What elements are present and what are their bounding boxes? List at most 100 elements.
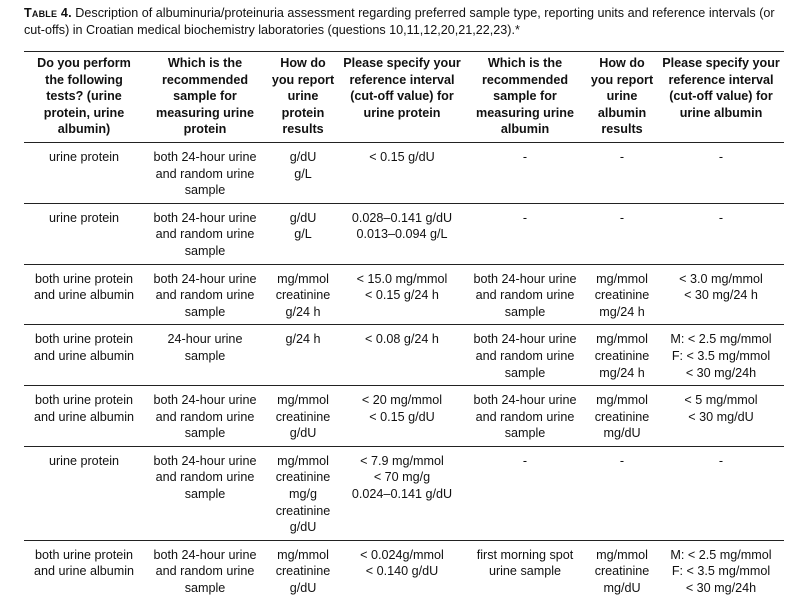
cell-text: and random urine xyxy=(475,348,575,363)
table-cell: 24-hour urine sample xyxy=(144,325,266,386)
table-header: Do you perform the following tests? (uri… xyxy=(24,51,784,143)
table-label: Table 4. xyxy=(24,6,72,20)
cell-text: g/dU xyxy=(289,581,317,596)
cell-text: - xyxy=(522,149,528,164)
cell-text: both 24-hour urine xyxy=(153,210,257,225)
table-cell: both 24-hour urine and random urine sample xyxy=(144,264,266,325)
cell-text: - xyxy=(619,149,625,164)
data-table: Do you perform the following tests? (uri… xyxy=(24,51,784,601)
cell-text: < 3.0 mg/mmol xyxy=(679,271,763,286)
cell-text: 24-hour urine xyxy=(167,332,243,347)
table-cell: both 24-hour urine and random urine sample xyxy=(144,446,266,540)
cell-text: < 20 mg/mmol xyxy=(361,393,443,408)
cell-text: both urine protein xyxy=(34,332,134,347)
table-cell: both 24-hour urine and random urine sample xyxy=(464,264,586,325)
table-cell: urine protein xyxy=(24,142,144,203)
table-cell: < 3.0 mg/mmol < 30 mg/24 h xyxy=(658,264,784,325)
cell-text: and random urine xyxy=(475,288,575,303)
table-cell: < 15.0 mg/mmol < 0.15 g/24 h xyxy=(340,264,464,325)
cell-text: - xyxy=(522,210,528,225)
cell-text: mg/mmol xyxy=(277,547,329,562)
cell-text: creatinine xyxy=(594,564,650,579)
cell-text: both urine protein xyxy=(34,271,134,286)
cell-text: and random urine xyxy=(475,409,575,424)
cell-text: and random urine xyxy=(155,288,255,303)
cell-text: < 30 mg/24 h xyxy=(684,288,758,303)
table-cell: mg/mmol creatinine mg/24 h xyxy=(586,264,658,325)
cell-text: both 24-hour urine xyxy=(473,393,577,408)
column-header: How do you report urine albumin results xyxy=(590,56,654,137)
cell-text: sample xyxy=(184,243,226,258)
cell-text: creatinine xyxy=(275,409,331,424)
cell-text: and random urine xyxy=(155,227,255,242)
cell-text: < 7.9 mg/mmol xyxy=(360,453,444,468)
cell-text: mg/mmol xyxy=(596,332,648,347)
cell-text: < 30 mg/24h xyxy=(685,581,757,596)
column-header: Do you perform the following tests? (uri… xyxy=(37,56,131,137)
cell-text: 0.013–0.094 g/L xyxy=(356,227,448,242)
table-row: both urine protein and urine albumin both … xyxy=(24,264,784,325)
cell-text: and random urine xyxy=(155,564,255,579)
table-cell: < 7.9 mg/mmol < 70 mg/g 0.024–0.141 g/dU xyxy=(340,446,464,540)
table-cell: g/dU g/L xyxy=(266,142,340,203)
cell-text: sample xyxy=(184,487,226,502)
cell-text: both 24-hour urine xyxy=(153,547,257,562)
table-caption: Table 4. Description of albuminuria/prot… xyxy=(24,5,784,39)
cell-text: - xyxy=(718,453,724,468)
cell-text: sample xyxy=(184,426,226,441)
cell-text: < 0.140 g/dU xyxy=(365,564,439,579)
cell-text: urine protein xyxy=(48,149,119,164)
cell-text: mg/mmol xyxy=(596,547,648,562)
table-cell: both urine protein and urine albumin xyxy=(24,264,144,325)
cell-text: M: < 2.5 mg/mmol xyxy=(670,332,772,347)
table-cell: < 0.024g/mmol < 0.140 g/dU xyxy=(340,540,464,600)
table-cell: g/24 h xyxy=(266,325,340,386)
cell-text: g/L xyxy=(294,227,312,242)
table-row: urine protein both 24-hour urine and rando… xyxy=(24,446,784,541)
table-cell: - xyxy=(586,203,658,264)
cell-text: sample xyxy=(504,304,546,319)
cell-text: and urine albumin xyxy=(33,348,135,363)
table-cell: 0.028–0.141 g/dU 0.013–0.094 g/L xyxy=(340,203,464,264)
cell-text: and urine albumin xyxy=(33,409,135,424)
cell-text: - xyxy=(522,453,528,468)
table-cell: mg/mmol creatinine mg/24 h xyxy=(586,325,658,386)
cell-text: mg/mmol xyxy=(596,271,648,286)
table-cell: < 5 mg/mmol < 30 mg/dU xyxy=(658,386,784,447)
cell-text: g/dU xyxy=(289,426,317,441)
table-row: urine protein both 24-hour urine and rando… xyxy=(24,142,784,204)
table-container: Do you perform the following tests? (uri… xyxy=(24,51,784,601)
cell-text: < 30 mg/dU xyxy=(688,409,754,424)
cell-text: - xyxy=(619,210,625,225)
cell-text: F: < 3.5 mg/mmol xyxy=(671,564,771,579)
cell-text: both 24-hour urine xyxy=(153,149,257,164)
table-cell: mg/mmol creatinine g/dU xyxy=(266,386,340,447)
table-cell: mg/mmol creatinine mg/dU xyxy=(586,540,658,600)
table-cell: both urine protein and urine albumin xyxy=(24,325,144,386)
table-cell: - xyxy=(464,446,586,540)
cell-text: creatinine xyxy=(275,470,331,485)
table-cell: - xyxy=(586,142,658,203)
table-cell: M: < 2.5 mg/mmol F: < 3.5 mg/mmol < 30 mg/… xyxy=(658,540,784,600)
cell-text: mg/dU xyxy=(603,426,641,441)
cell-text: and urine albumin xyxy=(33,288,135,303)
table-cell: mg/mmol creatinine mg/dU xyxy=(586,386,658,447)
table-cell: first morning spot urine sample xyxy=(464,540,586,600)
cell-text: g/dU xyxy=(289,149,317,164)
table-cell: < 0.08 g/24 h xyxy=(340,325,464,386)
column-header: Which is the recommended sample for meas… xyxy=(156,56,254,137)
table-cell: - xyxy=(586,446,658,540)
table-cell: mg/mmol creatinine g/dU xyxy=(266,540,340,600)
table-cell: both 24-hour urine and random urine sample xyxy=(144,386,266,447)
cell-text: creatinine xyxy=(594,288,650,303)
cell-text: mg/mmol xyxy=(277,271,329,286)
cell-text: g/dU xyxy=(289,520,317,535)
column-header: Please specify your reference interval (… xyxy=(343,56,461,120)
cell-text: sample xyxy=(184,183,226,198)
table-cell: both urine protein and urine albumin xyxy=(24,386,144,447)
header-row: Do you perform the following tests? (uri… xyxy=(24,51,784,143)
column-header: Which is the recommended sample for meas… xyxy=(476,56,574,137)
table-cell: M: < 2.5 mg/mmol F: < 3.5 mg/mmol < 30 mg/… xyxy=(658,325,784,386)
cell-text: creatinine xyxy=(275,288,331,303)
cell-text: first morning spot xyxy=(476,547,574,562)
